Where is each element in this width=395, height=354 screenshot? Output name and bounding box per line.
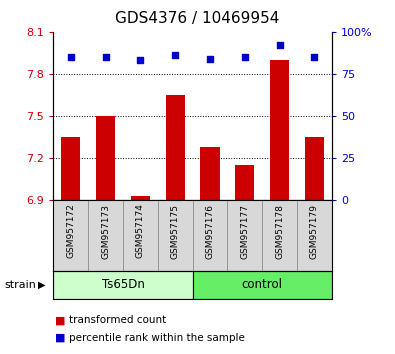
Text: transformed count: transformed count <box>69 315 166 325</box>
Bar <box>96 116 115 200</box>
Text: GSM957179: GSM957179 <box>310 204 319 258</box>
Text: ■: ■ <box>55 315 66 325</box>
Text: GSM957176: GSM957176 <box>205 204 214 258</box>
Bar <box>305 137 324 200</box>
Text: GSM957174: GSM957174 <box>136 204 145 258</box>
Bar <box>53 271 193 299</box>
Bar <box>200 147 220 200</box>
Bar <box>158 200 193 271</box>
Point <box>207 56 213 62</box>
Point <box>102 54 109 60</box>
Text: ■: ■ <box>55 333 66 343</box>
Text: strain: strain <box>4 280 36 290</box>
Bar <box>123 200 158 271</box>
Text: percentile rank within the sample: percentile rank within the sample <box>69 333 245 343</box>
Text: GSM957172: GSM957172 <box>66 204 75 258</box>
Point <box>137 58 143 63</box>
Point <box>242 54 248 60</box>
Bar <box>131 196 150 200</box>
Bar <box>228 200 262 271</box>
Text: GSM957178: GSM957178 <box>275 204 284 258</box>
Text: GDS4376 / 10469954: GDS4376 / 10469954 <box>115 11 280 25</box>
Point <box>276 42 283 48</box>
Bar <box>166 95 185 200</box>
Bar <box>53 200 88 271</box>
Bar <box>270 60 289 200</box>
Bar <box>235 165 254 200</box>
Point <box>172 53 178 58</box>
Bar <box>61 137 80 200</box>
Text: GSM957175: GSM957175 <box>171 204 180 258</box>
Text: control: control <box>242 279 283 291</box>
Text: GSM957173: GSM957173 <box>101 204 110 258</box>
Bar <box>193 271 332 299</box>
Point <box>311 54 318 60</box>
Point <box>68 54 74 60</box>
Bar <box>193 200 228 271</box>
Bar <box>297 200 332 271</box>
Text: Ts65Dn: Ts65Dn <box>102 279 145 291</box>
Bar <box>88 200 123 271</box>
Text: GSM957177: GSM957177 <box>240 204 249 258</box>
Text: ▶: ▶ <box>38 280 45 290</box>
Bar <box>262 200 297 271</box>
